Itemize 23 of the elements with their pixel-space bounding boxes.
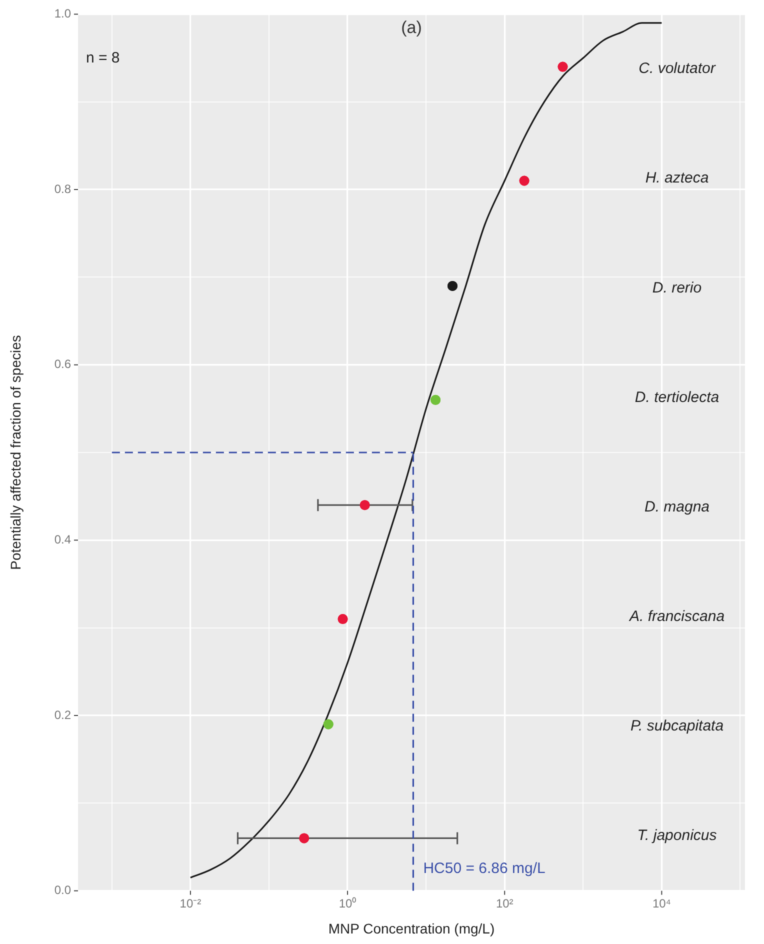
- y-tick-label: 0.2: [54, 708, 72, 722]
- annotation: C. volutator: [638, 60, 716, 78]
- y-tick-label: 0.4: [54, 532, 72, 546]
- x-tick-label: 10⁴: [652, 896, 671, 910]
- x-tick-label: 10²: [496, 896, 514, 910]
- annotation: A. franciscana: [628, 608, 725, 626]
- ref-line-label: HC50 = 6.86 mg/L: [423, 860, 546, 877]
- x-axis-title: MNP Concentration (mg/L): [328, 920, 495, 936]
- annotation: n = 8: [86, 49, 120, 66]
- annotation: P. subcapitata: [630, 718, 724, 735]
- y-axis-title: Potentially affected fraction of species: [7, 335, 24, 570]
- y-tick-label: 0.6: [54, 357, 72, 372]
- annotation: H. azteca: [645, 170, 709, 187]
- x-tick-label: 10⁰: [338, 896, 356, 910]
- y-tick-label: 0.8: [54, 182, 72, 196]
- annotation: D. tertiolecta: [634, 388, 720, 406]
- annotation: D. rerio: [652, 279, 702, 296]
- y-tick-label: 1.0: [54, 6, 72, 21]
- x-tick-label: 10⁻²: [180, 896, 202, 910]
- y-tick-label: 0.0: [54, 883, 72, 898]
- chart-title: (a): [401, 18, 422, 37]
- annotation: T. japonicus: [637, 827, 718, 844]
- annotation: D. magna: [644, 498, 710, 516]
